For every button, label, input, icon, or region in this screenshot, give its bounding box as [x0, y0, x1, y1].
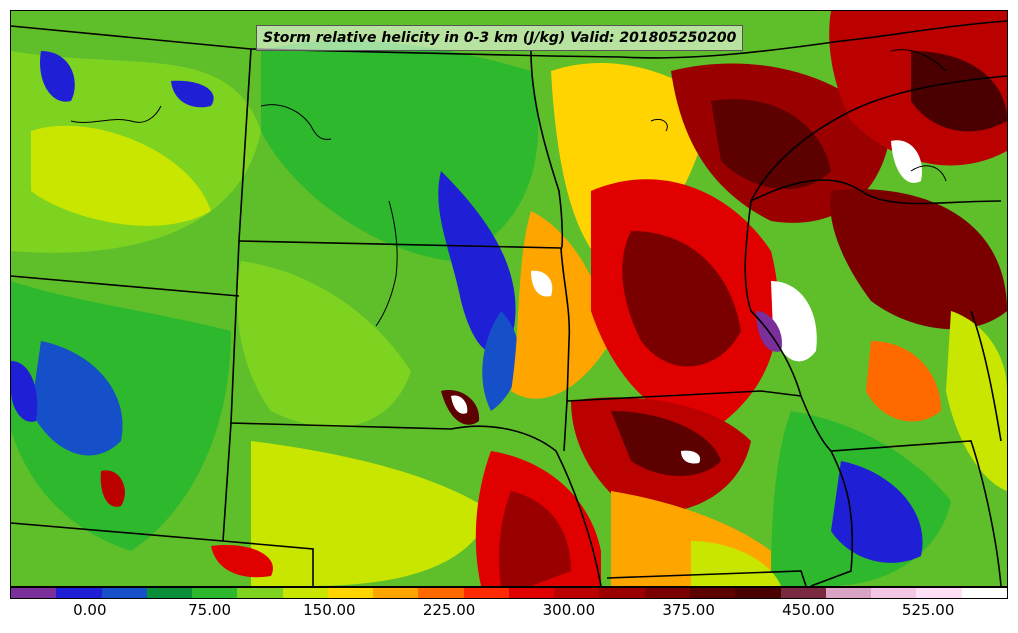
- colorbar-swatch: [101, 588, 147, 598]
- colorbar-swatch: [871, 588, 917, 598]
- colorbar-tick-label: 225.00: [422, 601, 476, 619]
- water-features: [70, 49, 947, 327]
- colorbar-swatch: [192, 588, 238, 598]
- colorbar-tick-label: 450.00: [782, 601, 835, 619]
- colorbar-swatch: [735, 588, 781, 598]
- colorbar-swatch: [599, 588, 645, 598]
- colorbar-swatch: [56, 588, 102, 598]
- colorbar-swatch: [961, 588, 1007, 598]
- colorbar-swatch: [327, 588, 374, 598]
- colorbar-swatch: [825, 588, 872, 598]
- colorbar: [10, 587, 1008, 599]
- colorbar-tick-label: 75.00: [188, 601, 232, 619]
- colorbar-ticks: 0.00 75.00 150.00 225.00 300.00 375.00 450.00 5…: [10, 601, 1008, 625]
- colorbar-tick-label: 375.00: [662, 601, 715, 619]
- colorbar-tick-label: 525.00: [901, 601, 955, 619]
- colorbar-swatch: [11, 588, 57, 598]
- colorbar-tick-label: 150.00: [303, 601, 356, 619]
- state-boundaries: [11, 20, 1007, 586]
- colorbar-swatch: [373, 588, 419, 598]
- colorbar-swatch: [282, 588, 328, 598]
- colorbar-tick-label: 300.00: [542, 601, 596, 619]
- colorbar-swatch: [237, 588, 283, 598]
- colorbar-swatch: [554, 588, 600, 598]
- colorbar-swatch: [463, 588, 509, 598]
- colorbar-swatch: [689, 588, 736, 598]
- field-regions: [11, 11, 1007, 586]
- colorbar-swatch: [418, 588, 464, 598]
- colorbar-swatch: [508, 588, 555, 598]
- helicity-map: Storm relative helicity in 0-3 km (J/kg)…: [10, 10, 1008, 587]
- colorbar-swatch: [146, 588, 193, 598]
- colorbar-tick-label: 0.00: [73, 601, 107, 619]
- helicity-field: [11, 11, 1007, 586]
- colorbar-swatch: [916, 588, 962, 598]
- colorbar-swatch: [644, 588, 690, 598]
- map-title: Storm relative helicity in 0-3 km (J/kg)…: [256, 25, 744, 51]
- colorbar-swatch: [780, 588, 826, 598]
